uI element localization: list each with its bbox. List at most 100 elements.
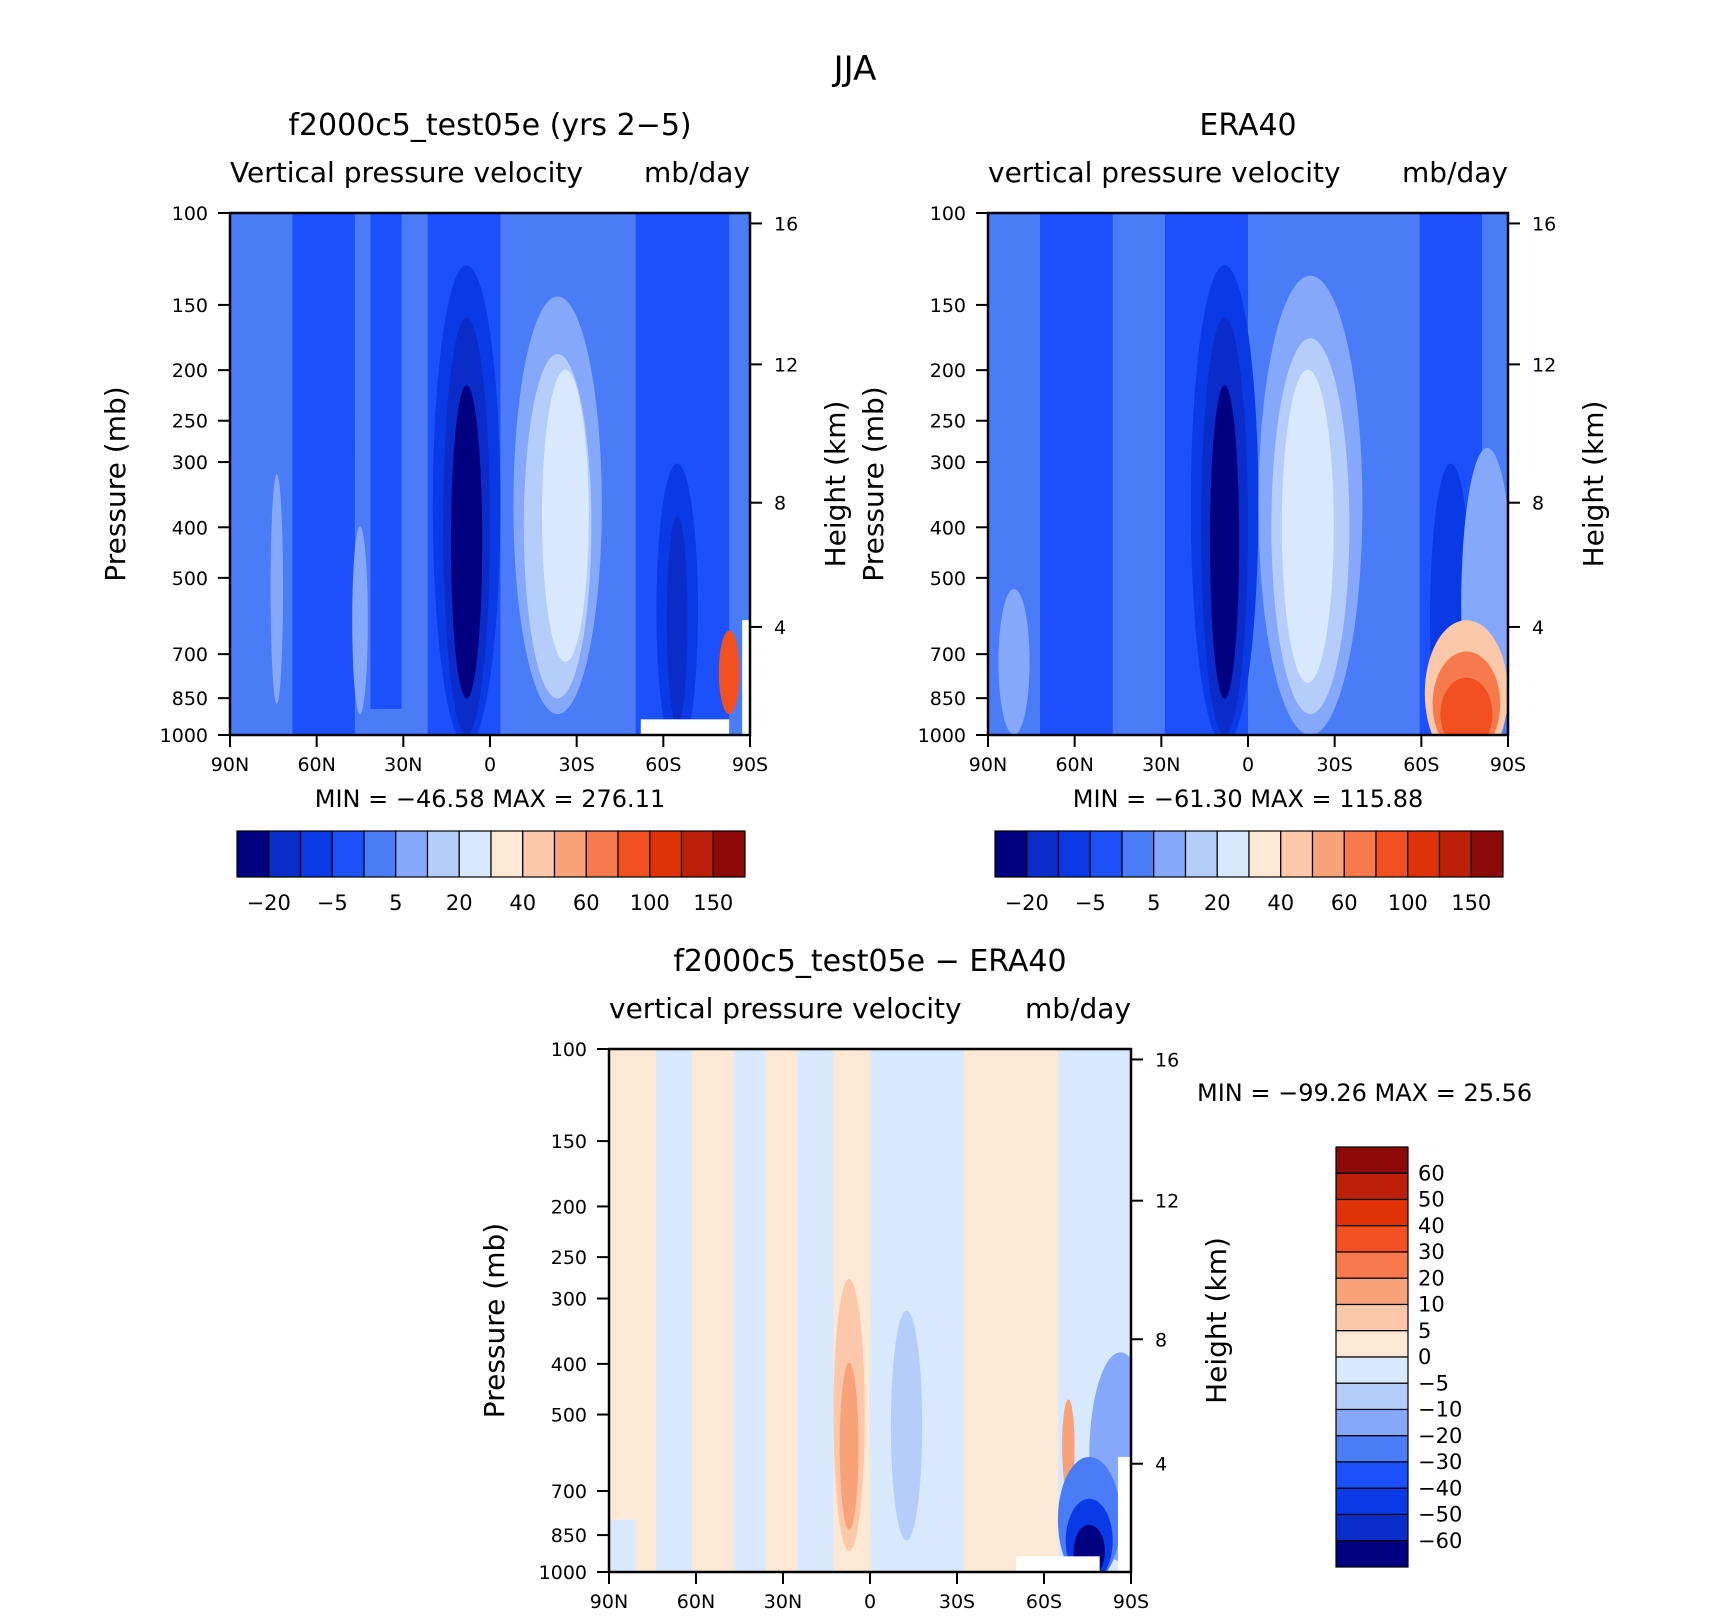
diff-y2tick-label: 8 (1155, 1329, 1167, 1351)
obs-colorbar-label: −20 (1005, 891, 1049, 915)
diff-colorbar-swatch (1335, 1251, 1409, 1279)
diff-colorbar-swatch (1335, 1198, 1409, 1227)
model-colorbar-label: 20 (446, 891, 473, 915)
model-colorbar-swatch (553, 830, 587, 878)
diff-ytick-label: 150 (551, 1131, 587, 1153)
model-ytick-label: 200 (172, 360, 208, 382)
diff-xtick-label: 60N (677, 1591, 715, 1613)
contour-region (270, 474, 284, 704)
model-xtick-label: 60N (297, 754, 335, 776)
obs-ytick-label: 400 (930, 517, 966, 539)
diff-left-label: vertical pressure velocity (609, 992, 962, 1025)
model-colorbar: −20 −5 5 20 40 60 100 150 (236, 830, 746, 915)
diff-xtick-label: 60S (1026, 1591, 1062, 1613)
obs-colorbar: −20 −5 5 20 40 60 100 150 (994, 830, 1504, 915)
diff-panel: f2000c5_test05e − ERA40 vertical pressure… (478, 944, 1532, 1613)
missing-data-region (1117, 1456, 1131, 1572)
obs-ytick-label: 1000 (918, 725, 966, 747)
diff-ytick-label: 300 (551, 1289, 587, 1311)
diff-title: f2000c5_test05e − ERA40 (673, 944, 1066, 979)
model-ytick-label: 700 (172, 644, 208, 666)
obs-ytick-label: 200 (930, 360, 966, 382)
diff-colorbar-label: 40 (1418, 1214, 1445, 1238)
diff-y2tick-label: 12 (1155, 1191, 1179, 1213)
diff-colorbar-swatch (1335, 1435, 1409, 1463)
diff-colorbar-swatch (1335, 1540, 1409, 1568)
missing-data-region (1016, 1556, 1100, 1572)
model-y2label: Height (km) (819, 401, 852, 568)
obs-y2tick-label: 8 (1532, 493, 1544, 515)
obs-ytick-label: 850 (930, 688, 966, 710)
model-colorbar-swatch (617, 830, 651, 878)
contour-region (451, 385, 483, 699)
obs-xtick-label: 90S (1490, 754, 1526, 776)
diff-units-label: mb/day (1025, 992, 1131, 1025)
diff-colorbar-label: 5 (1418, 1319, 1431, 1343)
model-colorbar-swatch (299, 830, 333, 878)
model-colorbar-swatch (649, 830, 683, 878)
diff-ytick-label: 850 (551, 1525, 587, 1547)
model-colorbar-label: 150 (693, 891, 733, 915)
diff-xtick-label: 30N (764, 1591, 802, 1613)
model-colorbar-label: 100 (630, 891, 670, 915)
obs-colorbar-swatch (1248, 830, 1282, 878)
diff-colorbar-label: −10 (1418, 1398, 1462, 1422)
model-xtick-label: 0 (484, 754, 496, 776)
model-colorbar-label: 40 (509, 891, 536, 915)
diff-ytick-label: 1000 (539, 1562, 587, 1584)
obs-colorbar-swatch (994, 830, 1028, 878)
diff-colorbar-swatch (1335, 1356, 1409, 1384)
obs-colorbar-swatch (1280, 830, 1314, 878)
obs-colorbar-swatch (1407, 830, 1441, 878)
contour-region (302, 213, 355, 709)
diff-y2tick-label: 4 (1155, 1454, 1167, 1476)
model-ytick-label: 400 (172, 517, 208, 539)
diff-colorbar-label: 0 (1418, 1345, 1431, 1369)
obs-xtick-label: 0 (1242, 754, 1254, 776)
obs-colorbar-label: 100 (1388, 891, 1428, 915)
obs-colorbar-label: −5 (1075, 891, 1106, 915)
obs-colorbar-swatch (1121, 830, 1155, 878)
obs-colorbar-label: 5 (1147, 891, 1160, 915)
model-xtick-label: 60S (645, 754, 681, 776)
diff-ytick-label: 250 (551, 1247, 587, 1269)
obs-y2tick-label: 12 (1532, 354, 1556, 376)
obs-ytick-label: 100 (930, 203, 966, 225)
obs-colorbar-swatch (1343, 830, 1377, 878)
diff-colorbar-swatch (1335, 1513, 1409, 1542)
diff-min-max: MIN = −99.26 MAX = 25.56 (1197, 1079, 1532, 1107)
diff-colorbar-label: −20 (1418, 1424, 1462, 1448)
obs-colorbar-label: 60 (1331, 891, 1358, 915)
contour-region (542, 369, 589, 662)
obs-y2label: Height (km) (1577, 401, 1610, 568)
diff-colorbar-swatch (1335, 1382, 1409, 1411)
model-ytick-label: 100 (172, 203, 208, 225)
model-title: f2000c5_test05e (yrs 2−5) (288, 108, 691, 143)
contour-field (270, 213, 750, 735)
diff-colorbar-label: 50 (1418, 1188, 1445, 1212)
model-ylabel: Pressure (mb) (99, 386, 132, 581)
contour-region (796, 1049, 834, 1572)
model-xtick-label: 30S (559, 754, 595, 776)
contour-region (370, 213, 402, 709)
diff-colorbar-swatch (1335, 1277, 1409, 1306)
contour-region (998, 588, 1030, 735)
diff-ytick-label: 500 (551, 1405, 587, 1427)
model-colorbar-label: −20 (247, 891, 291, 915)
diff-colorbar-label: −60 (1418, 1529, 1462, 1553)
obs-colorbar-swatch (1057, 830, 1091, 878)
model-xtick-label: 30N (384, 754, 422, 776)
diff-colorbar-swatch (1335, 1330, 1409, 1358)
diff-colorbar-label: 60 (1418, 1161, 1445, 1185)
model-colorbar-swatch (458, 830, 492, 878)
obs-colorbar-swatch (1216, 830, 1250, 878)
diff-colorbar-swatch (1335, 1461, 1409, 1489)
model-ytick-label: 250 (172, 411, 208, 433)
model-colorbar-label: 5 (389, 891, 402, 915)
diff-y2label: Height (km) (1200, 1237, 1233, 1404)
model-colorbar-swatch (363, 830, 397, 878)
model-y2tick-label: 4 (774, 617, 786, 639)
diff-ylabel: Pressure (mb) (478, 1223, 511, 1418)
